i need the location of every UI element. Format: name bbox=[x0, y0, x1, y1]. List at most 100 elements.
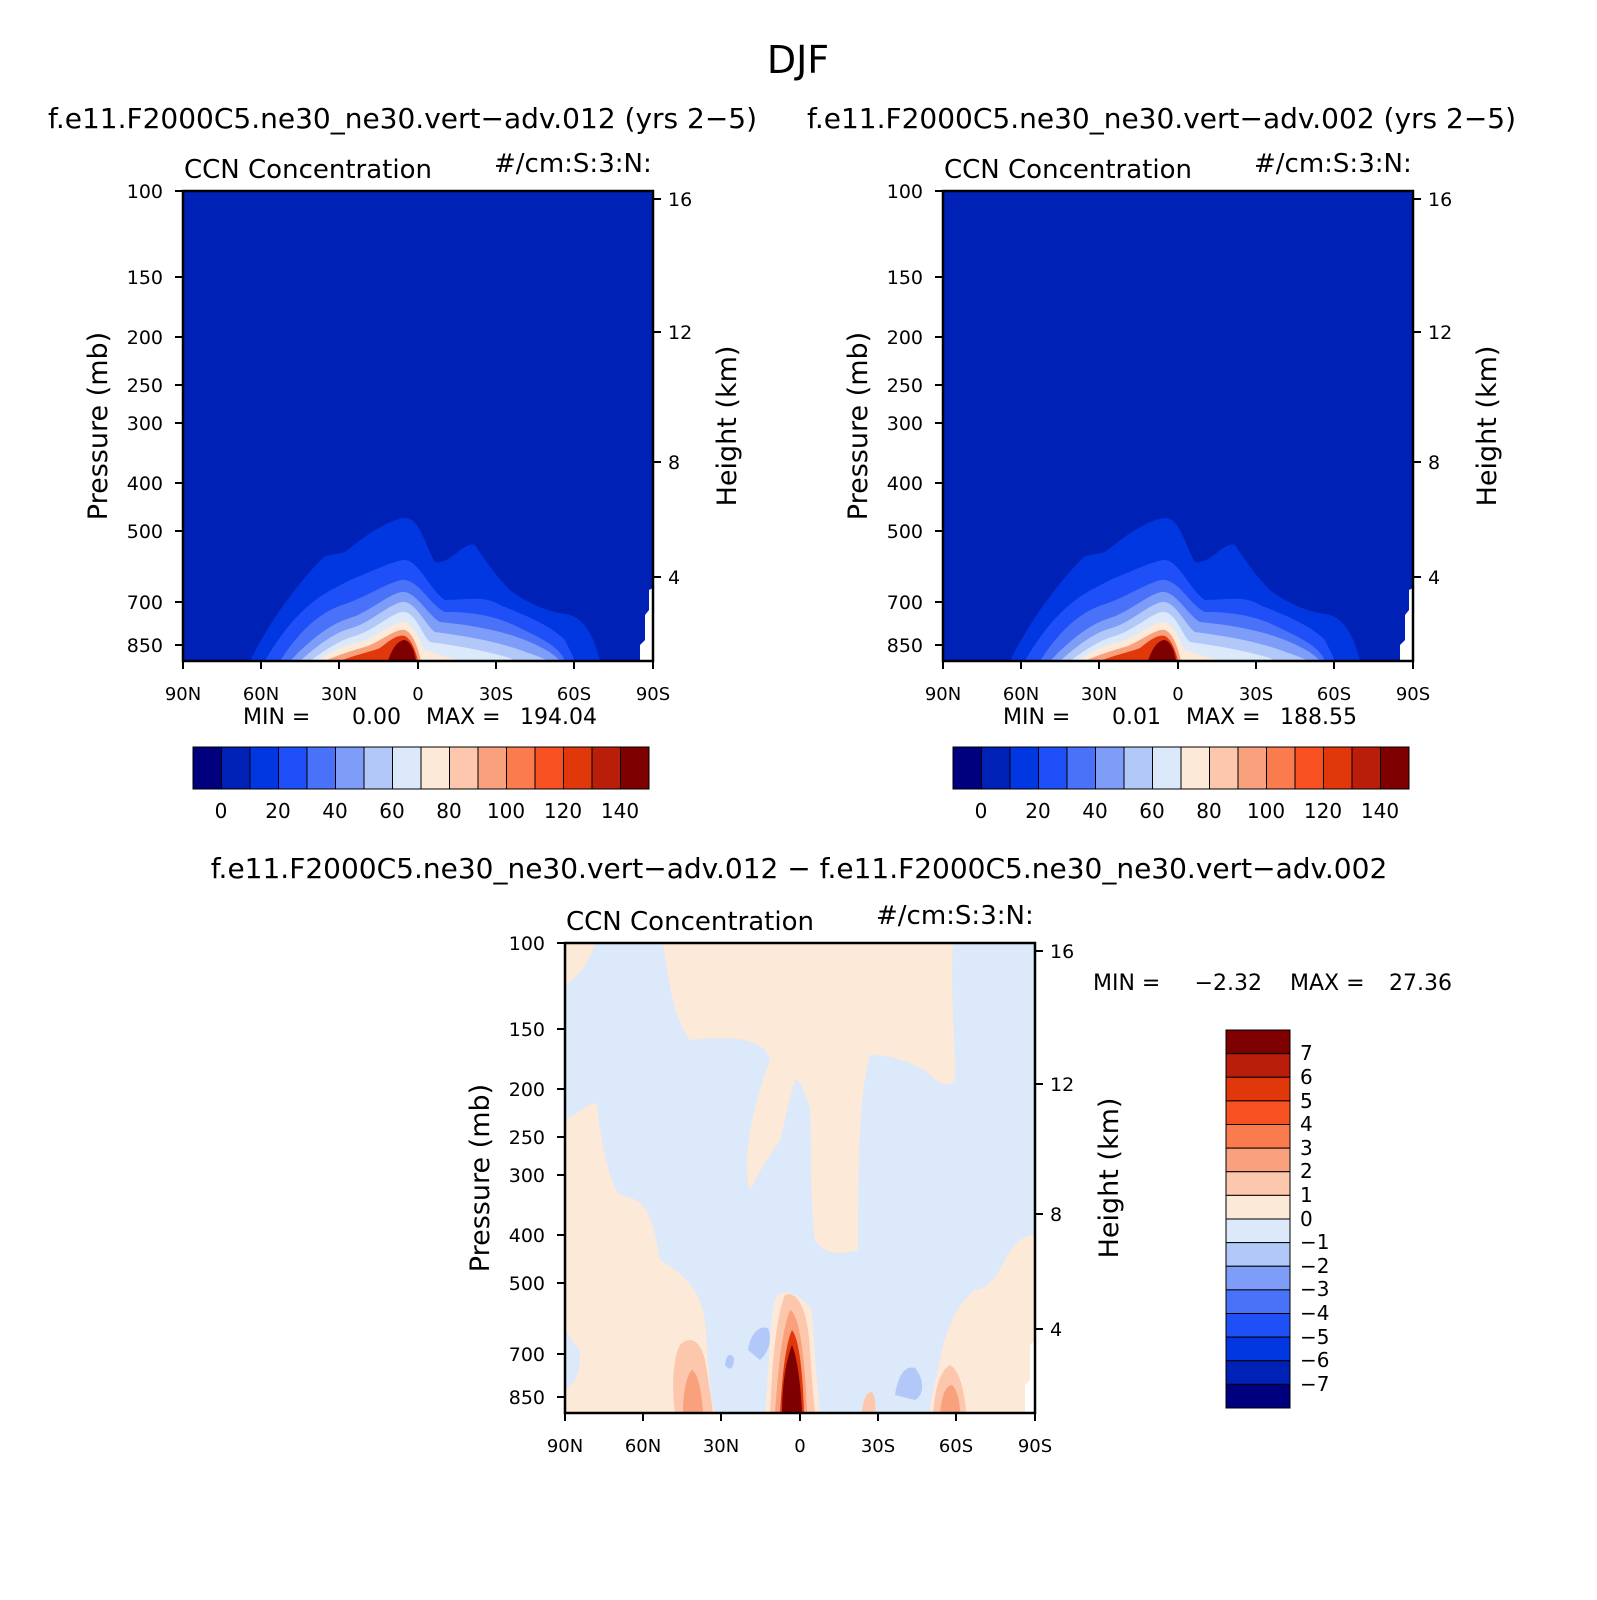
colorbar-box bbox=[1225, 1313, 1291, 1338]
colorbar-box bbox=[1225, 1336, 1291, 1362]
y-right-tick-label: 4 bbox=[668, 567, 680, 589]
y-right-tick-label: 12 bbox=[1050, 1074, 1074, 1096]
y-tick-label: 300 bbox=[127, 413, 163, 435]
colorbar-label: 4 bbox=[1300, 1112, 1313, 1136]
colorbar bbox=[192, 746, 650, 790]
y-tick-label: 200 bbox=[887, 327, 923, 349]
axis-ticks bbox=[935, 190, 1421, 669]
colorbar-label: 120 bbox=[1304, 799, 1342, 823]
y-tick-label: 500 bbox=[509, 1273, 545, 1295]
contour-field bbox=[943, 191, 1413, 661]
y-tick-label: 700 bbox=[887, 592, 923, 614]
colorbar-box bbox=[1152, 746, 1182, 790]
colorbar-label: 40 bbox=[322, 799, 347, 823]
contour-level bbox=[782, 1345, 802, 1413]
y-axis-label: Pressure (mb) bbox=[83, 332, 114, 520]
min-value: −2.32 bbox=[1195, 971, 1262, 996]
colorbar-box bbox=[620, 746, 650, 790]
colorbar-label: −3 bbox=[1300, 1277, 1329, 1301]
colorbar-box bbox=[1225, 1242, 1291, 1267]
colorbar-box bbox=[506, 746, 536, 790]
x-tick-label: 0 bbox=[1172, 684, 1183, 705]
colorbar-label: 100 bbox=[1247, 799, 1285, 823]
y-right-tick-label: 4 bbox=[1428, 567, 1440, 589]
y-tick-label: 150 bbox=[127, 267, 163, 289]
colorbar-box bbox=[1266, 746, 1296, 790]
colorbar-label: 1 bbox=[1300, 1183, 1313, 1207]
contour-level bbox=[748, 1327, 770, 1360]
case-title: f.e11.F2000C5.ne30_ne30.vert−adv.012 − f… bbox=[211, 852, 1388, 885]
y-tick-label: 250 bbox=[509, 1127, 545, 1149]
axis-ticks bbox=[175, 190, 661, 669]
y-tick-label: 250 bbox=[887, 375, 923, 397]
colorbar-label: 6 bbox=[1300, 1065, 1313, 1089]
x-tick-label: 60S bbox=[939, 1436, 973, 1457]
case-title: f.e11.F2000C5.ne30_ne30.vert−adv.012 (yr… bbox=[48, 102, 757, 135]
panel-difference: f.e11.F2000C5.ne30_ne30.vert−adv.012 − f… bbox=[211, 852, 1452, 1457]
plot-title: CCN Concentration bbox=[944, 155, 1192, 185]
y-tick-label: 400 bbox=[887, 473, 923, 495]
colorbar-box bbox=[1225, 1053, 1291, 1078]
colorbar-box bbox=[1009, 746, 1039, 790]
colorbar-label: 80 bbox=[1196, 799, 1221, 823]
x-tick-labels: 90N 60N 30N 0 30S 60S 90S bbox=[925, 684, 1430, 705]
max-value: 194.04 bbox=[520, 705, 597, 730]
missing-data bbox=[640, 588, 653, 661]
y-tick-labels: 100 150 200 250 300 400 500 700 850 bbox=[509, 933, 545, 1409]
colorbar-box bbox=[563, 746, 593, 790]
colorbar-label: −4 bbox=[1300, 1301, 1329, 1325]
units-label: #/cm:S:3:N: bbox=[876, 901, 1034, 931]
y-tick-label: 500 bbox=[887, 521, 923, 543]
colorbar-label: 20 bbox=[1025, 799, 1050, 823]
y-right-tick-labels: 16 12 8 4 bbox=[1050, 941, 1074, 1341]
colorbar-box bbox=[1225, 1360, 1291, 1385]
x-tick-label: 60S bbox=[1317, 684, 1351, 705]
min-label: MIN = bbox=[243, 705, 310, 730]
min-label: MIN = bbox=[1093, 971, 1160, 996]
colorbar-label: −5 bbox=[1300, 1325, 1329, 1349]
max-label: MAX = bbox=[1290, 971, 1365, 996]
colorbar-label: −7 bbox=[1300, 1372, 1329, 1396]
x-tick-label: 90N bbox=[925, 684, 961, 705]
y-tick-label: 250 bbox=[127, 375, 163, 397]
colorbar-box bbox=[1066, 746, 1096, 790]
max-label: MAX = bbox=[1186, 705, 1261, 730]
colorbar-box bbox=[1038, 746, 1068, 790]
x-tick-label: 90S bbox=[636, 684, 670, 705]
y-right-tick-label: 16 bbox=[1428, 189, 1452, 211]
colorbar-label: 140 bbox=[601, 799, 639, 823]
colorbar-box bbox=[249, 746, 279, 790]
colorbar-box bbox=[534, 746, 564, 790]
missing-data bbox=[1400, 588, 1413, 661]
colorbar-label: −2 bbox=[1300, 1254, 1329, 1278]
x-tick-label: 90S bbox=[1396, 684, 1430, 705]
x-tick-label: 90N bbox=[547, 1436, 583, 1457]
colorbar-label: 7 bbox=[1300, 1041, 1313, 1065]
y-right-tick-label: 8 bbox=[668, 452, 680, 474]
colorbar-label: −6 bbox=[1300, 1348, 1329, 1372]
colorbar-label: 140 bbox=[1361, 799, 1399, 823]
colorbar-box bbox=[1095, 746, 1125, 790]
y-tick-label: 700 bbox=[509, 1344, 545, 1366]
colorbar-labels: 0 20 40 60 80 100 120 140 bbox=[215, 799, 639, 823]
y-right-tick-labels: 16 12 8 4 bbox=[1428, 189, 1452, 589]
y-tick-label: 850 bbox=[127, 635, 163, 657]
colorbar-label: 0 bbox=[1300, 1207, 1313, 1231]
colorbar-box bbox=[1225, 1171, 1291, 1196]
colorbar-box bbox=[335, 746, 365, 790]
colorbar-box bbox=[1323, 746, 1353, 790]
colorbar-box bbox=[1225, 1218, 1291, 1244]
y-tick-label: 700 bbox=[127, 592, 163, 614]
colorbar-label: 2 bbox=[1300, 1159, 1313, 1183]
colorbar-label: 0 bbox=[975, 799, 988, 823]
y-right-axis-label: Height (km) bbox=[712, 346, 743, 507]
x-tick-label: 0 bbox=[794, 1436, 805, 1457]
colorbar-label: 60 bbox=[379, 799, 404, 823]
figure-title: DJF bbox=[767, 38, 829, 82]
max-label: MAX = bbox=[426, 705, 501, 730]
contour-field bbox=[183, 191, 653, 661]
colorbar-box bbox=[306, 746, 336, 790]
y-tick-labels: 100 150 200 250 300 400 500 700 850 bbox=[887, 181, 923, 657]
y-tick-label: 850 bbox=[887, 635, 923, 657]
